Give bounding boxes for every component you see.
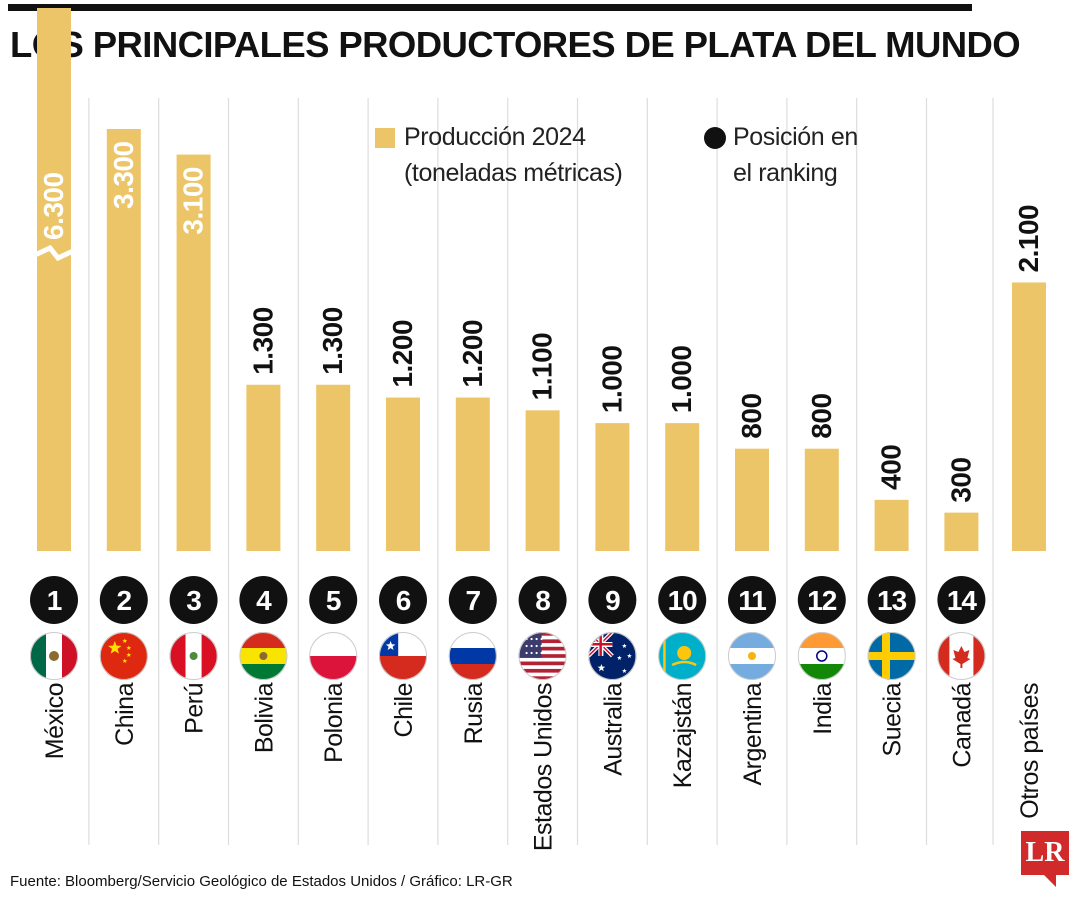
bar-5 — [386, 397, 420, 551]
bar-8 — [595, 423, 630, 551]
bar-12 — [874, 499, 909, 551]
rank-circle-7 — [518, 576, 567, 624]
rank-circle-9 — [658, 576, 707, 624]
rank-number-8: 9 — [605, 585, 620, 616]
kazakhstan-flag-icon — [658, 632, 707, 680]
category-label-7: Estados Unidos — [530, 683, 558, 851]
category-labels: México China Perú Bolivia Polonia Chile Rusia E… — [41, 682, 1044, 851]
lr-logo-tail — [1042, 873, 1056, 887]
value-label-7: 1.100 — [527, 333, 558, 401]
bar-3 — [246, 384, 281, 551]
bar-6 — [455, 397, 490, 551]
category-label-9: Kazajstán — [669, 683, 697, 788]
lr-logo: LR — [1021, 831, 1069, 875]
bar-10 — [735, 448, 769, 551]
category-label-13: Canadá — [948, 682, 976, 767]
legend-production-line1: Producción 2024 — [404, 123, 586, 151]
rank-number-9: 10 — [668, 585, 698, 616]
rank-number-0: 1 — [47, 585, 62, 616]
rank-number-3: 4 — [256, 585, 272, 616]
rank-circle-8 — [588, 576, 637, 624]
category-label-0: México — [41, 683, 69, 759]
rank-number-5: 6 — [396, 585, 411, 616]
chart-title: LOS PRINCIPALES PRODUCTORES DE PLATA DEL… — [10, 24, 1021, 65]
bars — [33, 8, 1046, 552]
bar-4 — [316, 384, 351, 551]
category-label-11: India — [809, 682, 837, 734]
value-label-4: 1.300 — [317, 307, 348, 375]
legend-production-swatch — [375, 128, 395, 148]
rank-circle-11 — [797, 576, 846, 624]
category-label-3: Bolivia — [250, 682, 278, 753]
rank-number-7: 8 — [535, 585, 550, 616]
value-label-13: 300 — [945, 457, 976, 502]
rank-number-2: 3 — [186, 585, 201, 616]
rank-number-1: 2 — [117, 585, 132, 616]
rank-circle-3 — [239, 576, 288, 624]
legend-ranking-line1: Posición en — [733, 123, 858, 151]
rank-circle-4 — [309, 576, 358, 624]
bar-2 — [176, 154, 211, 552]
rank-circle-5 — [379, 576, 427, 624]
rank-number-11: 12 — [807, 585, 837, 616]
australia-flag-icon — [588, 632, 637, 680]
rank-circle-10 — [728, 576, 776, 624]
category-label-1: China — [111, 682, 139, 745]
rank-circle-12 — [867, 576, 916, 624]
value-label-8: 1.000 — [596, 346, 627, 414]
bar-0 — [37, 8, 71, 551]
top-rule — [8, 4, 972, 11]
value-label-10: 800 — [736, 393, 767, 438]
rank-number-4: 5 — [326, 585, 341, 616]
bar-1 — [106, 129, 141, 551]
category-label-2: Perú — [181, 683, 209, 734]
rank-circle-0 — [30, 576, 78, 624]
rank-number-10: 11 — [738, 585, 766, 616]
rank-number-12: 13 — [877, 585, 907, 616]
rank-circles: 1 2 3 4 5 6 7 8 9 10 11 12 13 14 — [30, 576, 986, 624]
value-label-9: 1.000 — [666, 346, 697, 414]
rank-circle-1 — [99, 576, 148, 624]
column-dividers — [88, 98, 994, 845]
rank-number-6: 7 — [466, 585, 481, 616]
category-label-8: Australia — [599, 682, 627, 775]
rank-circle-2 — [169, 576, 218, 624]
value-label-3: 1.300 — [247, 307, 278, 375]
category-label-12: Suecia — [879, 682, 907, 756]
bar-9 — [665, 423, 700, 551]
value-label-14: 2.100 — [1013, 205, 1044, 273]
source-note: Fuente: Bloomberg/Servicio Geológico de … — [10, 873, 513, 890]
value-label-2: 3.100 — [178, 167, 209, 235]
value-label-0: 6.300 — [38, 172, 69, 240]
rank-number-13: 14 — [947, 585, 978, 616]
value-label-6: 1.200 — [457, 320, 488, 388]
value-label-11: 800 — [806, 393, 837, 438]
legend-ranking-line2: el ranking — [733, 159, 838, 187]
legend-ranking-dot — [704, 127, 726, 149]
category-label-5: Chile — [390, 683, 418, 737]
category-label-10: Argentina — [739, 682, 767, 785]
china-flag-icon — [99, 632, 148, 680]
category-label-6: Rusia — [460, 682, 488, 744]
value-label-12: 400 — [876, 445, 907, 490]
value-label-5: 1.200 — [387, 320, 418, 388]
rank-circle-13 — [937, 576, 986, 624]
category-label-14: Otros países — [1016, 683, 1044, 819]
axis-break-mark — [33, 244, 75, 262]
bar-14 — [1012, 282, 1046, 551]
category-label-4: Polonia — [320, 682, 348, 762]
bar-11 — [804, 448, 839, 551]
bar-7 — [525, 410, 560, 551]
rank-circle-6 — [448, 576, 497, 624]
value-labels: 6.300 3.300 3.100 1.300 1.300 1.200 1.200 1.100… — [38, 141, 1044, 502]
sweden-flag-icon — [867, 632, 916, 680]
bar-13 — [944, 512, 979, 551]
value-label-1: 3.300 — [108, 141, 139, 209]
legend-production-line2: (toneladas métricas) — [404, 159, 623, 187]
